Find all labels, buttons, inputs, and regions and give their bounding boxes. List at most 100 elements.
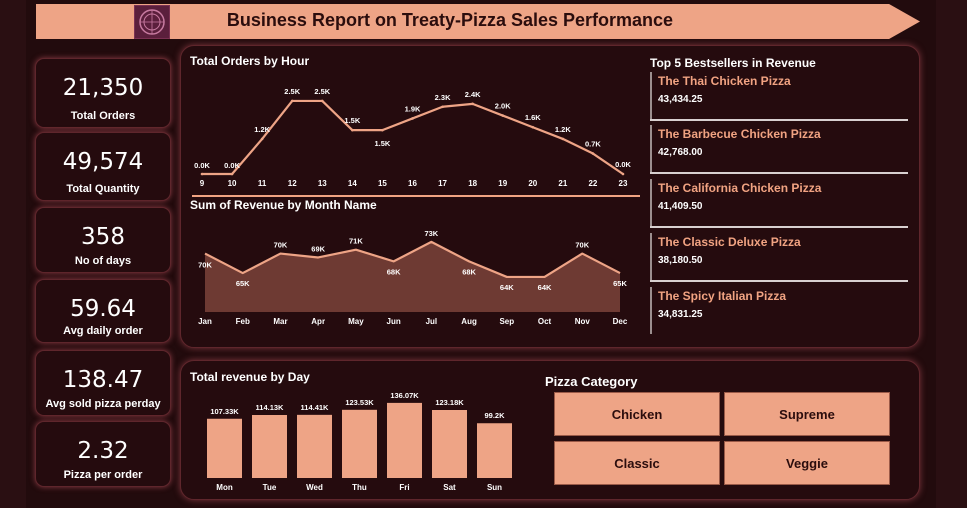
category-tile-supreme[interactable]: Supreme [724, 392, 890, 436]
hour-tick-label: 12 [288, 179, 297, 188]
month-tick-label: Jun [387, 317, 401, 326]
orders-by-hour-title: Total Orders by Hour [190, 54, 310, 68]
month-tick-label: Apr [311, 317, 325, 326]
bestseller-name: The Classic Deluxe Pizza [658, 235, 801, 249]
revenue-data-label: 64K [500, 283, 514, 292]
revenue-data-label: 68K [387, 267, 401, 276]
day-tick-label: Mon [216, 483, 233, 492]
orders-point [561, 137, 565, 141]
kpi-label: No of days [74, 255, 132, 267]
kpi-card-avg-daily-order: 59.64 Avg daily order [35, 279, 171, 343]
hour-tick-label: 23 [619, 179, 628, 188]
bestseller-item: The Spicy Italian Pizza 34,831.25 [650, 287, 908, 334]
bestseller-revenue: 34,831.25 [658, 309, 703, 320]
day-tick-label: Fri [399, 483, 409, 492]
orders-data-label: 1.6K [525, 113, 541, 122]
day-bar [297, 414, 332, 478]
hour-tick-label: 20 [528, 179, 537, 188]
bestseller-revenue: 38,180.50 [658, 255, 703, 266]
kpi-card-avg-sold-pizza: 138.47 Avg sold pizza perday [35, 350, 171, 416]
category-tile-veggie[interactable]: Veggie [724, 441, 890, 485]
day-data-label: 136.07K [390, 391, 419, 400]
day-bar [252, 415, 287, 478]
category-tile-classic[interactable]: Classic [554, 441, 720, 485]
hour-tick-label: 16 [408, 179, 417, 188]
day-bar [342, 409, 377, 478]
bestsellers-title: Top 5 Bestsellers in Revenue [650, 56, 816, 70]
kpi-value: 358 [81, 224, 125, 250]
bestseller-item: The California Chicken Pizza 41,409.50 [650, 179, 908, 228]
kpi-label: Total Orders [70, 110, 136, 122]
page-title: Business Report on Treaty-Pizza Sales Pe… [226, 10, 674, 30]
revenue-data-label: 70K [198, 261, 212, 270]
month-tick-label: Nov [575, 317, 591, 326]
kpi-value: 21,350 [62, 75, 144, 101]
kpi-label: Avg daily order [63, 325, 143, 337]
month-tick-label: Feb [236, 317, 250, 326]
hour-tick-label: 10 [228, 179, 237, 188]
orders-data-label: 1.9K [405, 104, 421, 113]
orders-point [381, 128, 384, 132]
bestseller-item: The Barbecue Chicken Pizza 42,768.00 [650, 125, 908, 174]
orders-point [290, 99, 294, 103]
orders-point [351, 128, 354, 132]
bestseller-accent-bar [650, 179, 652, 226]
revenue-data-label: 70K [575, 241, 589, 250]
day-data-label: 107.33K [210, 407, 239, 416]
orders-point [591, 152, 595, 155]
bestseller-revenue: 43,434.25 [658, 94, 703, 105]
pizza-category-title: Pizza Category [545, 374, 638, 389]
revenue-data-label: 69K [311, 244, 325, 253]
orders-point [621, 172, 625, 176]
hour-tick-label: 14 [348, 179, 357, 188]
hour-tick-label: 19 [498, 179, 507, 188]
day-data-label: 114.13K [256, 403, 285, 412]
revenue-by-day-title: Total revenue by Day [190, 370, 310, 384]
month-tick-label: Aug [461, 317, 477, 326]
orders-data-label: 1.2K [555, 125, 571, 134]
title-banner [36, 4, 920, 39]
pizza-logo-icon [134, 5, 170, 39]
orders-data-label: 0.0K [194, 161, 210, 170]
kpi-value: 59.64 [70, 296, 136, 322]
month-tick-label: Sep [499, 317, 514, 326]
kpi-value: 2.32 [77, 438, 129, 464]
month-tick-label: May [348, 317, 364, 326]
bestseller-name: The Spicy Italian Pizza [658, 289, 787, 303]
category-tile-chicken[interactable]: Chicken [554, 392, 720, 436]
orders-point [200, 172, 204, 176]
orders-data-label: 2.5K [314, 87, 330, 96]
hour-tick-label: 17 [438, 179, 447, 188]
orders-point [441, 105, 444, 109]
day-tick-label: Tue [263, 483, 277, 492]
revenue-data-label: 65K [236, 279, 250, 288]
revenue-by-month-title: Sum of Revenue by Month Name [190, 198, 377, 212]
day-tick-label: Thu [352, 483, 367, 492]
kpi-card-no-of-days: 358 No of days [35, 207, 171, 273]
revenue-data-label: 73K [424, 229, 438, 238]
revenue-by-day-chart: 107.33K Mon 114.13K Tue 114.41K Wed 123.53K Thu… [207, 391, 512, 492]
orders-data-label: 1.5K [375, 139, 391, 148]
kpi-label: Total Quantity [66, 183, 140, 195]
hour-tick-label: 13 [318, 179, 327, 188]
kpi-card-pizza-per-order: 2.32 Pizza per order [35, 421, 171, 487]
day-tick-label: Sun [487, 483, 502, 492]
day-data-label: 114.41K [301, 403, 330, 412]
orders-data-label: 2.3K [435, 93, 451, 102]
orders-data-label: 0.0K [224, 161, 240, 170]
bestseller-accent-bar [650, 72, 652, 119]
hour-tick-label: 18 [468, 179, 477, 188]
bestseller-accent-bar [650, 287, 652, 334]
month-tick-label: Dec [613, 317, 628, 326]
hour-tick-label: 21 [558, 179, 567, 188]
day-data-label: 123.53K [345, 398, 374, 407]
month-tick-label: Mar [273, 317, 287, 326]
day-bar [387, 402, 422, 478]
revenue-line [204, 240, 621, 279]
day-data-label: 99.2K [484, 411, 505, 420]
orders-point [411, 117, 414, 120]
day-tick-label: Sat [443, 483, 456, 492]
hour-tick-label: 15 [378, 179, 387, 188]
orders-point [320, 99, 324, 103]
bestseller-accent-bar [650, 125, 652, 172]
